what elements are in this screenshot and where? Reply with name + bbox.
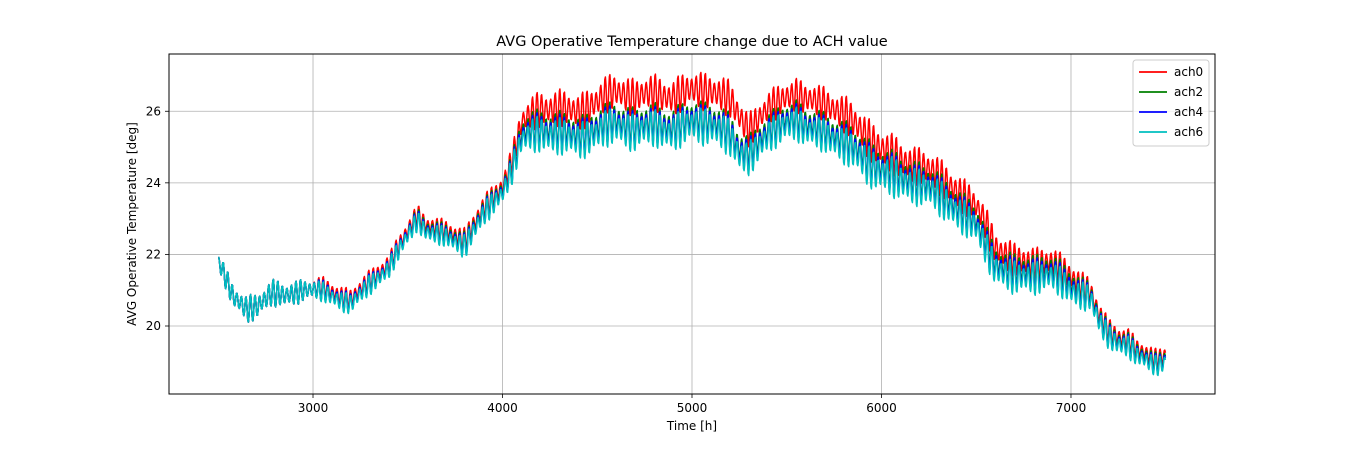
legend-box bbox=[1132, 59, 1210, 147]
x-tick-label: 7000 bbox=[1056, 401, 1087, 415]
x-tick-label: 6000 bbox=[866, 401, 897, 415]
legend-label-ach4: ach4 bbox=[1174, 105, 1203, 119]
legend-label-ach0: ach0 bbox=[1174, 65, 1203, 79]
x-tick-label: 5000 bbox=[677, 401, 708, 415]
x-tick-label: 4000 bbox=[487, 401, 518, 415]
ticks: 3000 4000 5000 6000 7000 20 22 24 26 bbox=[146, 104, 1087, 415]
chart-title: AVG Operative Temperature change due to … bbox=[496, 34, 887, 50]
legend: ach0 ach2 ach4 ach6 bbox=[1132, 59, 1210, 147]
grid bbox=[169, 54, 1215, 394]
x-tick-label: 3000 bbox=[298, 401, 329, 415]
y-tick-label: 26 bbox=[146, 104, 161, 118]
series-line-ach6 bbox=[218, 106, 1167, 377]
y-axis-label: AVG Operative Temperature [deg] bbox=[125, 122, 139, 326]
y-tick-label: 24 bbox=[146, 176, 161, 190]
legend-label-ach2: ach2 bbox=[1174, 85, 1203, 99]
x-axis-label: Time [h] bbox=[666, 419, 717, 433]
y-tick-label: 22 bbox=[146, 247, 161, 261]
plot-area bbox=[218, 71, 1167, 377]
y-tick-label: 20 bbox=[146, 319, 161, 333]
legend-label-ach6: ach6 bbox=[1174, 125, 1203, 139]
